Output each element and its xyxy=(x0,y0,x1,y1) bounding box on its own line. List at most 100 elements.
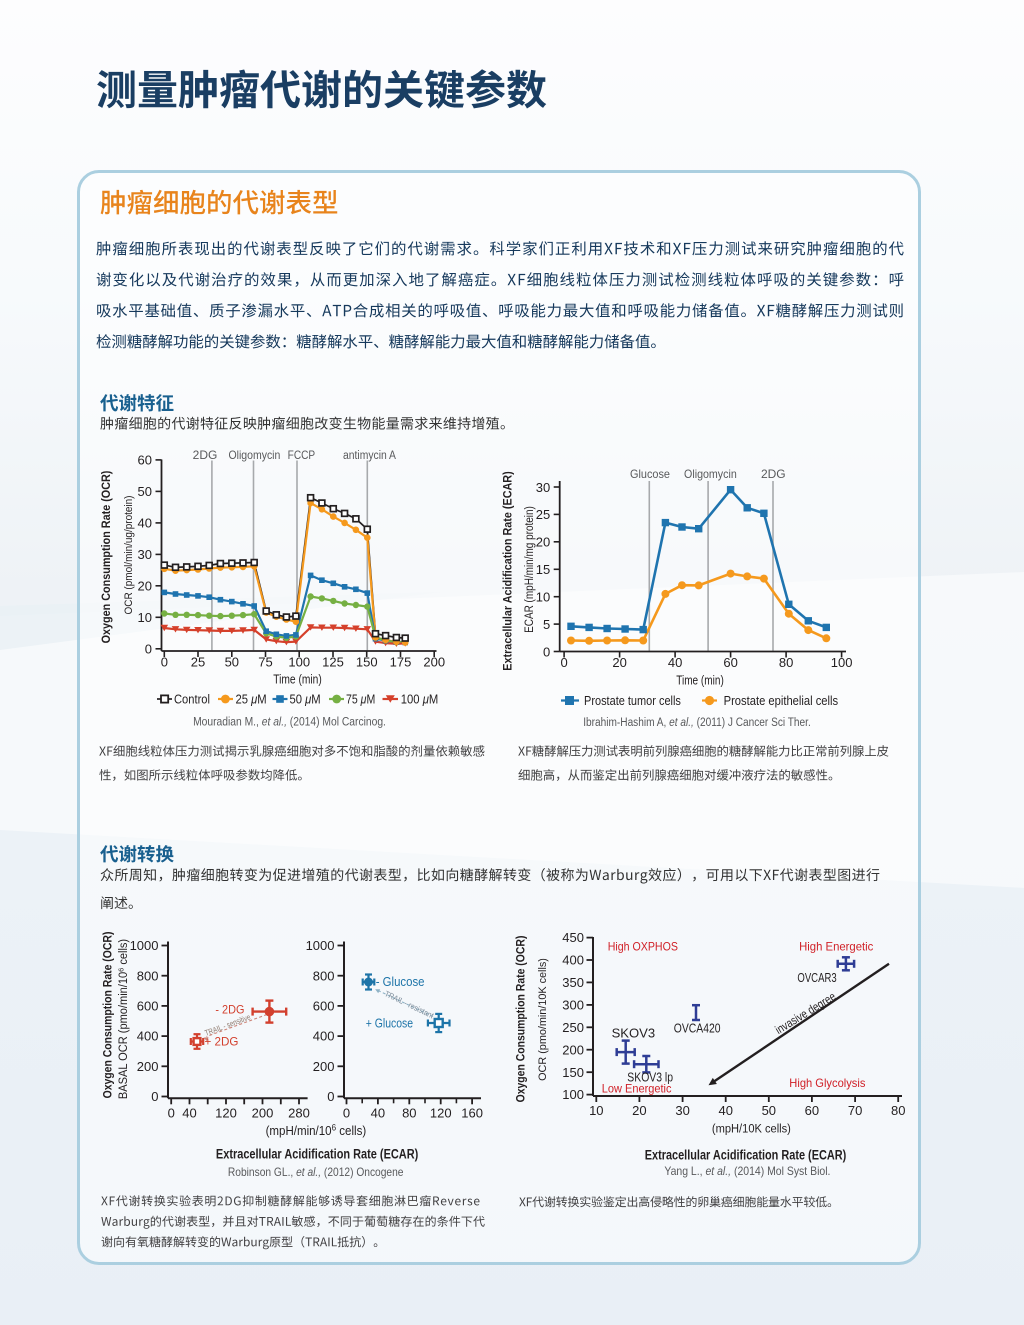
svg-text:450: 450 xyxy=(562,930,584,945)
svg-text:60: 60 xyxy=(723,655,737,670)
svg-text:0: 0 xyxy=(343,1106,350,1121)
svg-text:120: 120 xyxy=(215,1106,237,1121)
svg-text:20: 20 xyxy=(138,579,152,594)
svg-text:400: 400 xyxy=(313,1029,335,1044)
svg-text:50: 50 xyxy=(762,1103,776,1118)
svg-text:5: 5 xyxy=(543,617,550,632)
svg-text:30: 30 xyxy=(675,1103,689,1118)
svg-text:120: 120 xyxy=(430,1106,452,1121)
svg-text:High Glycolysis: High Glycolysis xyxy=(789,1078,865,1090)
svg-text:400: 400 xyxy=(562,953,584,968)
svg-text:(mpH/min/106 cells): (mpH/min/106 cells) xyxy=(266,1122,367,1138)
svg-text:10: 10 xyxy=(536,590,550,605)
svg-text:50 μM: 50 μM xyxy=(290,692,321,707)
svg-text:15: 15 xyxy=(536,562,550,577)
svg-text:100 μM: 100 μM xyxy=(401,692,438,707)
svg-text:800: 800 xyxy=(137,968,159,983)
svg-text:200: 200 xyxy=(562,1042,584,1057)
svg-text:(mpH/10K cells): (mpH/10K cells) xyxy=(712,1123,791,1135)
svg-text:- Glucose: - Glucose xyxy=(376,974,425,989)
svg-text:125: 125 xyxy=(322,655,344,670)
svg-text:invasive degree: invasive degree xyxy=(773,990,838,1037)
svg-text:OCR (pmol/min/ug/protein): OCR (pmol/min/ug/protein) xyxy=(122,496,135,615)
svg-text:200: 200 xyxy=(423,655,445,670)
svg-text:80: 80 xyxy=(779,655,793,670)
svg-text:Oxygen Consumption Rate (OCR): Oxygen Consumption Rate (OCR) xyxy=(102,931,115,1098)
svg-text:0: 0 xyxy=(161,655,168,670)
svg-text:OVCAR3: OVCAR3 xyxy=(797,972,836,986)
svg-text:0: 0 xyxy=(560,655,567,670)
svg-text:60: 60 xyxy=(805,1103,819,1118)
svg-text:800: 800 xyxy=(313,968,335,983)
svg-text:Prostate epithelial cells: Prostate epithelial cells xyxy=(724,693,839,708)
svg-text:250: 250 xyxy=(562,1020,584,1035)
svg-text:Extracellular Acidification Ra: Extracellular Acidification Rate (ECAR) xyxy=(645,1147,846,1163)
svg-text:Ibrahim-Hashim A, et al., (201: Ibrahim-Hashim A, et al., (2011) J Cance… xyxy=(583,716,811,729)
svg-text:20: 20 xyxy=(632,1103,646,1118)
svg-text:75 μM: 75 μM xyxy=(346,694,375,707)
svg-text:70: 70 xyxy=(848,1103,862,1118)
svg-text:25 μM: 25 μM xyxy=(236,692,267,707)
svg-text:100: 100 xyxy=(831,655,853,670)
svg-text:200: 200 xyxy=(137,1059,159,1074)
svg-text:Yang L., et al., (2014) Mol Sy: Yang L., et al., (2014) Mol Syst Biol. xyxy=(664,1166,830,1179)
svg-text:80: 80 xyxy=(891,1103,905,1118)
svg-text:30: 30 xyxy=(536,480,550,495)
svg-text:350: 350 xyxy=(562,975,584,990)
svg-text:100: 100 xyxy=(562,1087,584,1102)
svg-text:High OXPHOS: High OXPHOS xyxy=(608,941,678,953)
svg-text:Time (min): Time (min) xyxy=(273,672,322,686)
svg-text:- 2DG: - 2DG xyxy=(215,1004,244,1017)
svg-text:Extracellular Acidification Ra: Extracellular Acidification Rate (ECAR) xyxy=(216,1146,418,1162)
svg-text:40: 40 xyxy=(371,1106,385,1121)
svg-text:2DG: 2DG xyxy=(761,467,786,481)
svg-text:200: 200 xyxy=(252,1106,274,1121)
svg-text:175: 175 xyxy=(390,655,412,670)
svg-text:ECAR (mpH/min/mg protein): ECAR (mpH/min/mg protein) xyxy=(523,506,536,633)
svg-text:High Energetic: High Energetic xyxy=(799,942,874,954)
svg-text:1000: 1000 xyxy=(306,938,335,953)
svg-text:10: 10 xyxy=(589,1103,603,1118)
svg-text:Glucose: Glucose xyxy=(630,469,670,481)
svg-text:25: 25 xyxy=(191,655,205,670)
svg-text:280: 280 xyxy=(288,1106,310,1121)
svg-text:20: 20 xyxy=(536,535,550,550)
svg-text:Oligomycin: Oligomycin xyxy=(684,469,737,481)
svg-text:40: 40 xyxy=(668,655,682,670)
svg-text:OVCA420: OVCA420 xyxy=(674,1022,721,1036)
svg-text:Oligomycin: Oligomycin xyxy=(228,450,280,463)
svg-text:antimycin A: antimycin A xyxy=(343,450,397,463)
svg-text:OCR (pmo/min/10K cells): OCR (pmo/min/10K cells) xyxy=(537,958,549,1081)
svg-text:1000: 1000 xyxy=(130,938,159,953)
svg-text:2DG: 2DG xyxy=(193,448,218,462)
svg-text:Extracellular Acidification Ra: Extracellular Acidification Rate (ECAR) xyxy=(502,471,515,671)
svg-text:SKOV3: SKOV3 xyxy=(612,1026,656,1041)
svg-text:Prostate tumor cells: Prostate tumor cells xyxy=(584,694,681,708)
svg-text:SKOV3 lp: SKOV3 lp xyxy=(627,1071,673,1085)
svg-text:600: 600 xyxy=(313,999,335,1014)
svg-text:150: 150 xyxy=(562,1065,584,1080)
svg-text:Oxygen Consumption Rate (OCR): Oxygen Consumption Rate (OCR) xyxy=(515,935,528,1102)
svg-text:Low Energetic: Low Energetic xyxy=(602,1083,672,1095)
svg-text:40: 40 xyxy=(718,1103,732,1118)
svg-text:80: 80 xyxy=(402,1106,416,1121)
svg-text:20: 20 xyxy=(612,655,626,670)
svg-text:0: 0 xyxy=(543,644,550,659)
svg-text:30: 30 xyxy=(138,547,152,562)
svg-text:Control: Control xyxy=(174,692,210,707)
svg-text:150: 150 xyxy=(356,655,378,670)
svg-text:0: 0 xyxy=(168,1106,175,1121)
svg-text:Robinson GL., et al., (2012) O: Robinson GL., et al., (2012) Oncogene xyxy=(228,1166,404,1179)
svg-text:Mouradian M., et al., (2014) M: Mouradian M., et al., (2014) Mol Carcino… xyxy=(193,716,386,729)
svg-text:FCCP: FCCP xyxy=(288,449,315,462)
svg-text:600: 600 xyxy=(137,999,159,1014)
svg-text:10: 10 xyxy=(138,610,152,625)
svg-text:Oxygen Consumption Rate (OCR): Oxygen Consumption Rate (OCR) xyxy=(101,470,114,643)
svg-text:75: 75 xyxy=(258,655,272,670)
svg-text:160: 160 xyxy=(461,1106,483,1121)
svg-text:40: 40 xyxy=(182,1106,196,1121)
svg-text:+ 2DG: + 2DG xyxy=(205,1034,239,1048)
svg-text:40: 40 xyxy=(138,516,152,531)
svg-text:50: 50 xyxy=(225,655,239,670)
svg-text:300: 300 xyxy=(562,998,584,1013)
